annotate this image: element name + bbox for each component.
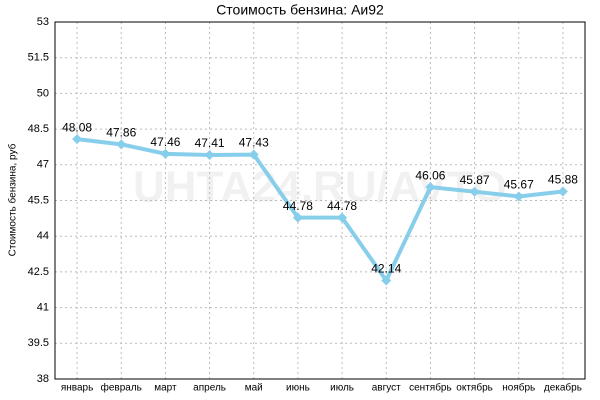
- data-label: 45.88: [548, 173, 578, 187]
- data-label: 47.41: [195, 136, 225, 150]
- x-tick-label: октябрь: [456, 382, 493, 394]
- point-marker: [204, 150, 215, 161]
- x-tick-label: ноябрь: [502, 382, 535, 394]
- point-marker: [381, 275, 392, 286]
- x-tick-label: август: [372, 383, 401, 394]
- data-label: 47.46: [150, 135, 180, 149]
- x-tick-label: март: [154, 383, 177, 394]
- data-label: 45.67: [504, 178, 534, 192]
- watermark: UHTA24.RU/AVTO: [133, 163, 507, 212]
- y-tick-label: 45.5: [28, 194, 49, 206]
- data-label: 47.43: [239, 136, 269, 150]
- y-tick-label: 51.5: [28, 52, 49, 64]
- x-tick-label: май: [245, 383, 263, 394]
- point-marker: [513, 191, 524, 202]
- y-tick-label: 44: [37, 230, 49, 242]
- y-tick-label: 38: [37, 373, 49, 385]
- x-tick-label: июль: [330, 383, 354, 394]
- x-tick-label: июнь: [286, 383, 310, 394]
- y-tick-label: 53: [37, 16, 49, 28]
- x-tick-label: апрель: [193, 383, 226, 394]
- y-tick-label: 48.5: [28, 123, 49, 135]
- point-marker: [292, 212, 303, 223]
- x-tick-label: январь: [61, 383, 93, 394]
- data-label: 45.87: [460, 173, 490, 187]
- point-marker: [248, 149, 259, 160]
- plot-frame: [54, 21, 586, 380]
- data-label: 42.14: [371, 262, 401, 276]
- y-tick-label: 41: [37, 302, 49, 314]
- point-marker: [116, 139, 127, 150]
- chart-title: Стоимость бензина: Аи92: [216, 2, 384, 18]
- data-label: 44.78: [327, 199, 357, 213]
- x-tick-label: сентябрь: [409, 382, 452, 394]
- data-label: 46.06: [415, 168, 445, 182]
- data-label: 44.78: [283, 199, 313, 213]
- y-axis-label: Стоимость бензина, руб: [7, 143, 19, 256]
- point-marker: [557, 186, 568, 197]
- point-marker: [425, 182, 436, 193]
- y-tick-label: 42.5: [28, 266, 49, 278]
- data-label: 48.08: [62, 120, 92, 134]
- point-marker: [469, 186, 480, 197]
- y-tick-label: 50: [37, 87, 49, 99]
- point-marker: [160, 148, 171, 159]
- x-tick-label: декабрь: [544, 382, 582, 394]
- series-line: [76, 137, 564, 283]
- y-tick-label: 47: [37, 159, 49, 171]
- x-tick-label: февраль: [101, 382, 142, 394]
- point-marker: [337, 212, 348, 223]
- y-tick-label: 39.5: [28, 337, 49, 349]
- point-marker: [72, 134, 83, 145]
- data-label: 47.86: [106, 126, 136, 140]
